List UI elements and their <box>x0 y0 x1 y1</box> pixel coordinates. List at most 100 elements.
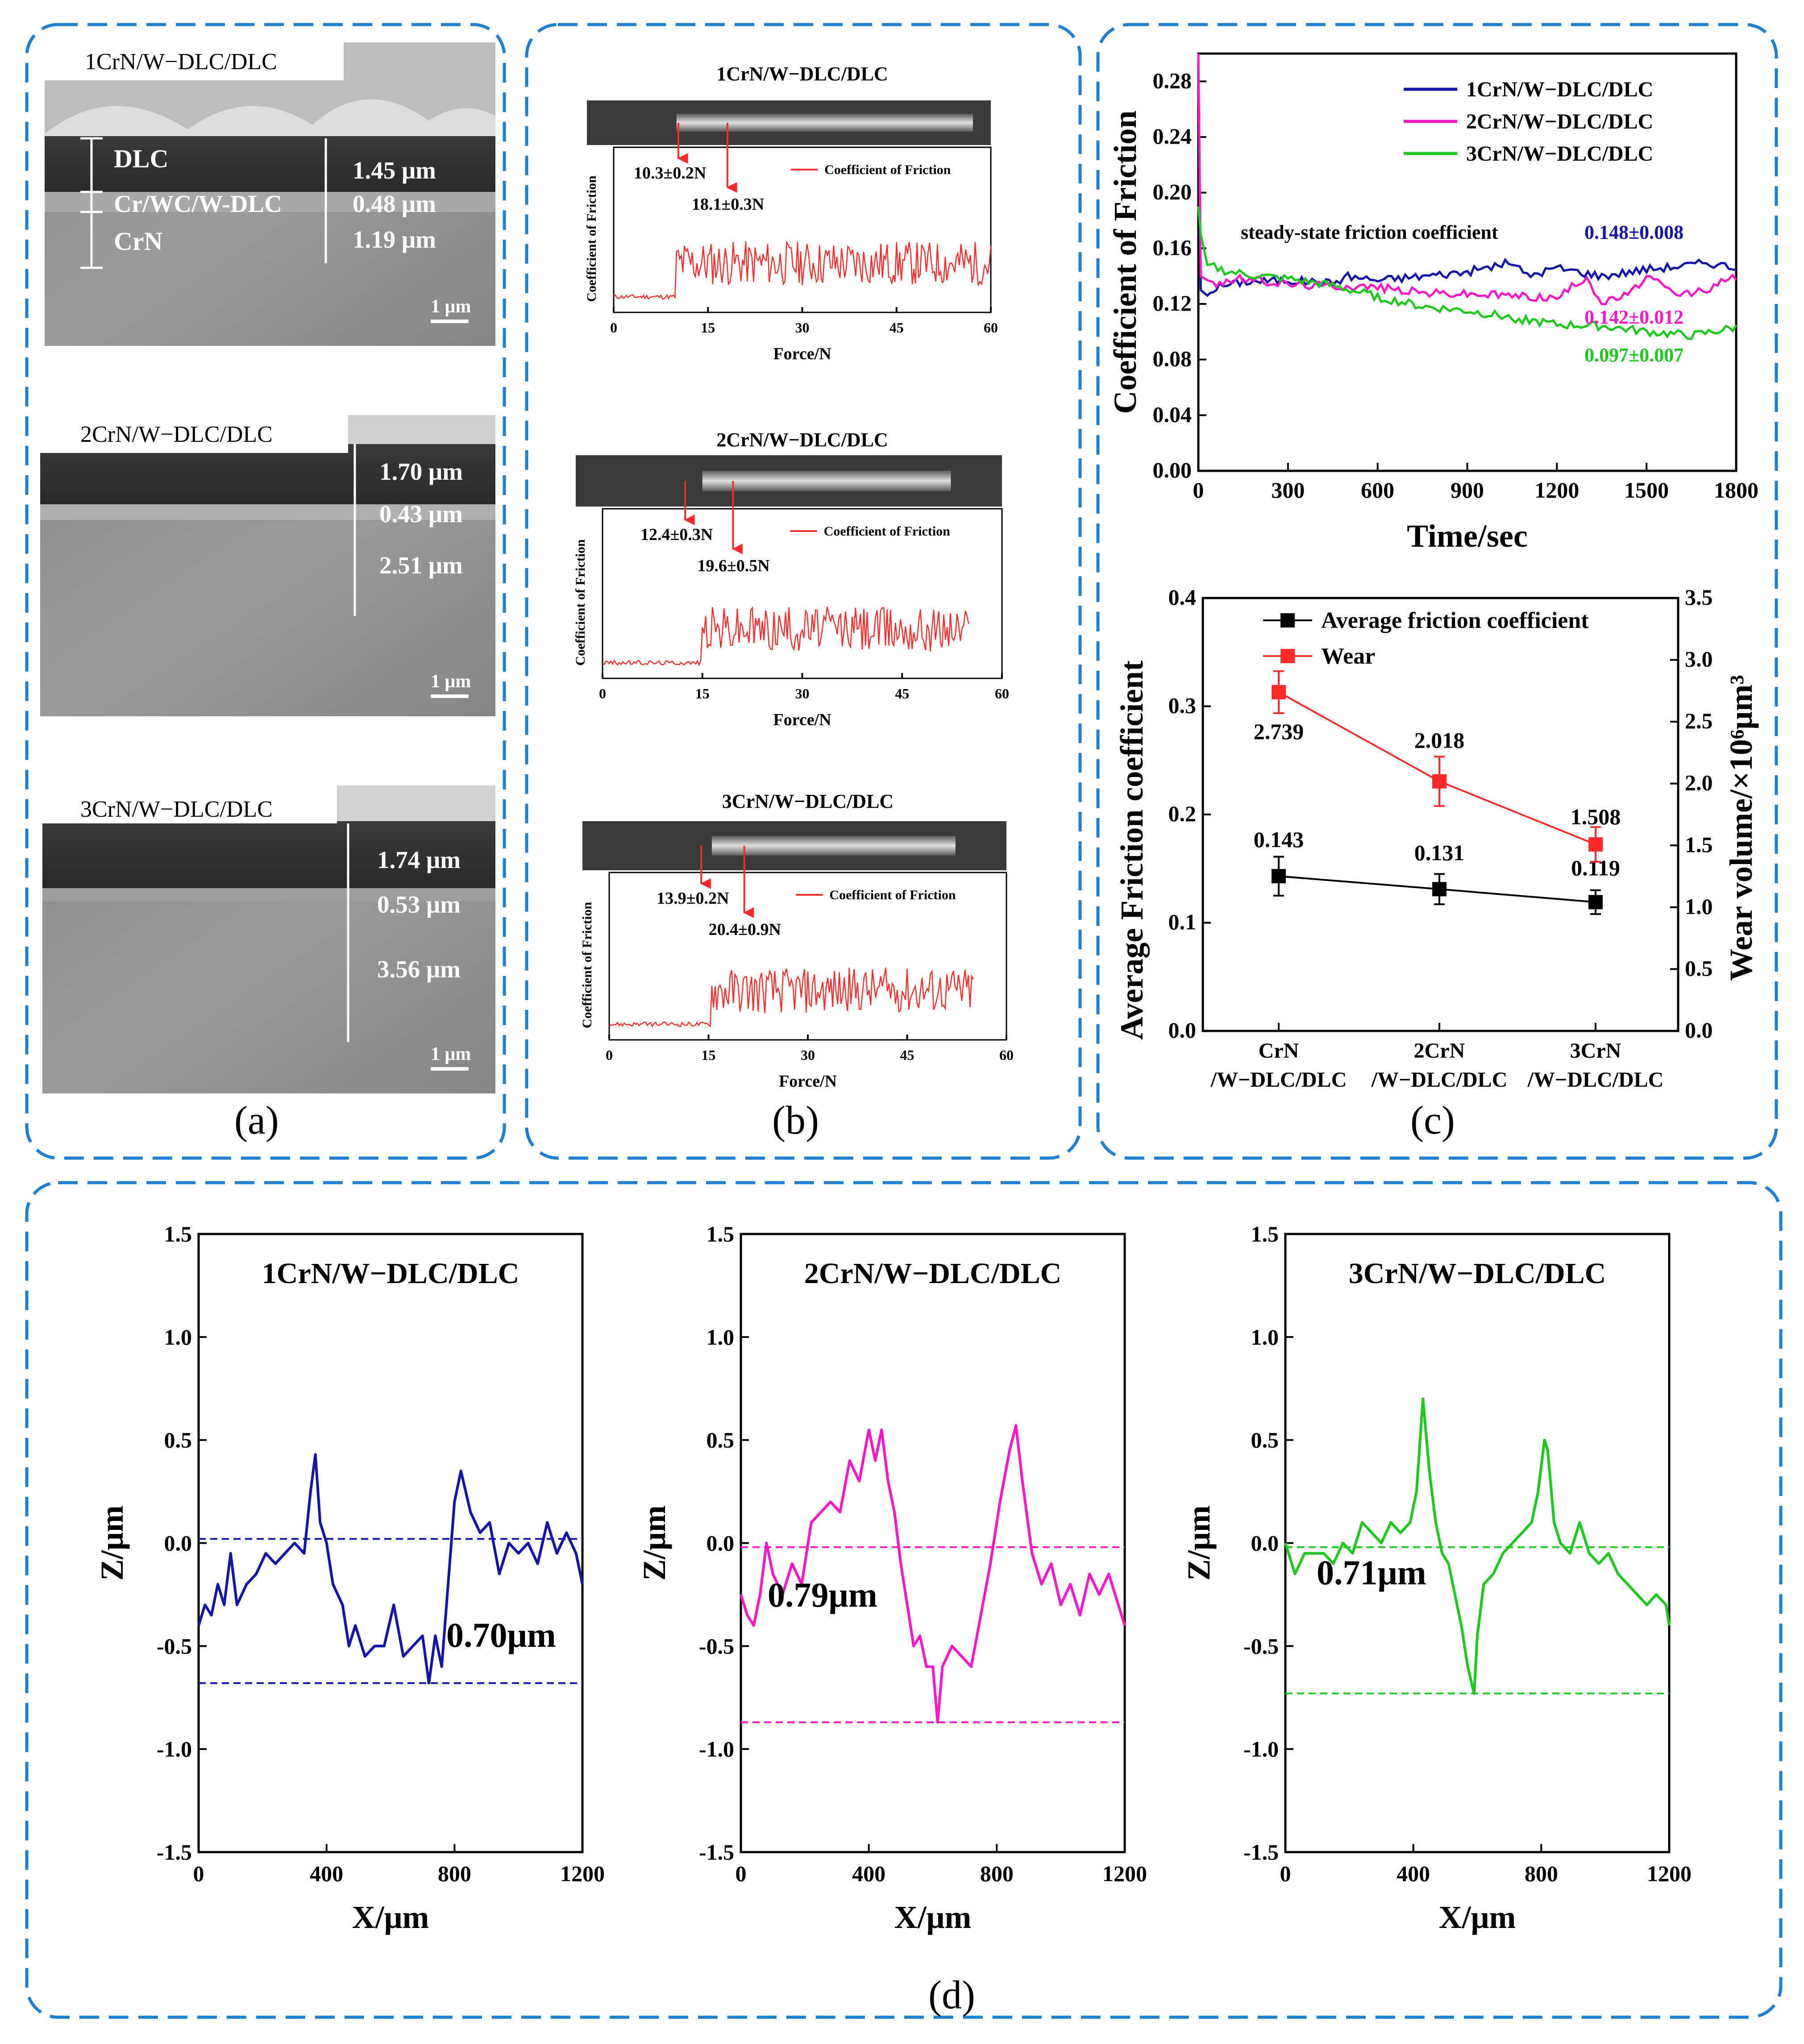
x-tick-label: 1200 <box>1102 1861 1147 1886</box>
thickness-label: 1.74 μm <box>377 846 461 873</box>
x-tick-label: 60 <box>984 320 998 336</box>
thickness-label: 2.51 μm <box>379 552 463 579</box>
friction-series-line <box>1197 206 1737 341</box>
plot-frame <box>740 1233 1126 1853</box>
lc1-label: 10.3±0.2N <box>634 164 706 183</box>
y-axis-label: Coefficient of Friction <box>573 539 588 666</box>
x-tick-label: 45 <box>900 1047 914 1063</box>
x-tick-label: 400 <box>852 1861 885 1886</box>
x-axis-label: Time/sec <box>1407 518 1528 554</box>
y-tick-label: -1.0 <box>1243 1737 1279 1761</box>
x-tick-label: 30 <box>795 685 810 702</box>
layer-label: CrN <box>114 227 163 256</box>
lc1-label: 13.9±0.2N <box>657 889 729 908</box>
legend-label: Coefficient of Friction <box>829 888 956 902</box>
y-tick-label: 1.5 <box>1251 1221 1279 1246</box>
x-tick-label: 900 <box>1451 478 1484 503</box>
scratch-track <box>676 114 973 132</box>
x-tick-label: 0 <box>606 1047 613 1063</box>
x-tick-label: 0 <box>193 1861 204 1886</box>
data-point <box>1272 685 1286 699</box>
y2-tick-label: 0.5 <box>1685 956 1713 980</box>
annotation: steady-state friction coefficient <box>1241 221 1498 243</box>
y-tick-label: 0.08 <box>1153 346 1192 371</box>
x-tick-label: 60 <box>999 1047 1014 1063</box>
x-tick-label: 1800 <box>1714 478 1758 503</box>
scratch-title: 3CrN/W−DLC/DLC <box>722 790 894 812</box>
y2-tick-label: 3.5 <box>1685 585 1713 610</box>
legend-label: 2CrN/W−DLC/DLC <box>1466 110 1653 133</box>
y-tick-label: 0.0 <box>707 1531 735 1556</box>
sem-image-1: 1CrN/W−DLC/DLC DLC Cr/WC/W-DLC CrN 1.45 … <box>45 42 495 346</box>
y-tick-label: 1.0 <box>164 1325 192 1350</box>
y-tick-label: 0.0 <box>164 1531 192 1556</box>
panel-label-c: (c) <box>1410 1098 1455 1142</box>
x-tick-label: 15 <box>695 685 710 702</box>
y-tick-label: 0.5 <box>1251 1428 1279 1453</box>
thickness-label: 1.45 μm <box>353 157 436 184</box>
y-tick-label: 0.28 <box>1153 68 1192 93</box>
thickness-label: 0.53 μm <box>377 891 461 918</box>
y-tick-label: 0.4 <box>1168 585 1197 610</box>
sem-title: 1CrN/W−DLC/DLC <box>85 49 277 75</box>
x-tick-label: 30 <box>795 320 810 336</box>
category-label: /W−DLC/DLC <box>1210 1068 1347 1092</box>
x-axis-label: X/μm <box>894 1899 972 1935</box>
profile-line <box>197 1453 584 1685</box>
scale-bar-label: 1 μm <box>431 671 471 692</box>
y-tick-label: -1.0 <box>699 1737 734 1761</box>
panel-a: 1CrN/W−DLC/DLC DLC Cr/WC/W-DLC CrN 1.45 … <box>40 42 495 1142</box>
y-axis-label: Z/μm <box>94 1505 130 1581</box>
lc2-label: 20.4±0.9N <box>709 920 781 939</box>
category-label: CrN <box>1259 1039 1299 1063</box>
data-label: 0.131 <box>1414 840 1465 865</box>
sem-title: 2CrN/W−DLC/DLC <box>80 422 273 447</box>
x-tick-label: 1200 <box>1647 1861 1692 1886</box>
data-point <box>1588 895 1603 910</box>
y-tick-label: 1.5 <box>164 1221 192 1246</box>
y-tick-label: 0.2 <box>1168 801 1197 826</box>
friction-signal-line <box>602 606 969 667</box>
x-tick-label: 0 <box>736 1861 747 1886</box>
lc1-label: 12.4±0.3N <box>640 525 713 544</box>
y-tick-label: 0.24 <box>1153 124 1192 149</box>
x-tick-label: 60 <box>995 685 1009 702</box>
y-tick-label: 0.1 <box>1168 910 1197 935</box>
panel-d: 0 400 800 1200 -1.5 -1.0 -0.5 0.0 0.5 1.0 1.5 X/μm Z… <box>94 1221 1692 1935</box>
y-tick-label: 0.5 <box>707 1428 735 1453</box>
x-tick-label: 45 <box>890 320 904 336</box>
y-tick-label: 1.5 <box>707 1221 735 1246</box>
data-label: 0.143 <box>1254 827 1304 852</box>
x-tick-label: 600 <box>1361 478 1394 503</box>
y2-tick-label: 3.0 <box>1685 647 1713 672</box>
wear-depth-label: 0.70μm <box>446 1616 556 1654</box>
avg-wear-chart: 0.0 0.1 0.2 0.3 0.4 0.0 0.5 1.0 1.5 2.0 2.5 3.0 3.5 C… <box>1114 585 1759 1092</box>
legend-marker <box>1280 649 1295 663</box>
data-label: 1.508 <box>1571 804 1621 829</box>
y-axis-label: Z/μm <box>636 1505 672 1581</box>
x-axis-label: Force/N <box>773 345 831 363</box>
y-tick-label: 0.0 <box>1168 1018 1197 1043</box>
x-tick-label: 1200 <box>1534 478 1579 503</box>
scale-bar-label: 1 μm <box>431 296 471 317</box>
lc2-label: 18.1±0.3N <box>692 195 764 214</box>
scratch-title: 2CrN/W−DLC/DLC <box>716 429 888 451</box>
legend-label: Wear <box>1321 644 1375 669</box>
x-tick-label: 0 <box>1280 1861 1291 1886</box>
x-tick-label: 800 <box>438 1861 471 1886</box>
y-tick-label: -1.5 <box>157 1840 192 1865</box>
x-tick-label: 30 <box>801 1047 815 1063</box>
legend-label: Coefficient of Friction <box>824 524 951 539</box>
data-point <box>1432 774 1447 789</box>
data-point <box>1272 869 1286 884</box>
thickness-label: 0.48 μm <box>353 190 436 217</box>
x-tick-label: 800 <box>980 1861 1014 1886</box>
friction-series-line <box>1197 53 1737 306</box>
y-tick-label: -1.0 <box>157 1737 192 1761</box>
panel-b-frame <box>525 23 1082 1160</box>
profile-title: 3CrN/W−DLC/DLC <box>1349 1257 1606 1290</box>
scratch-track <box>702 470 951 491</box>
y-tick-label: -0.5 <box>699 1633 734 1658</box>
category-label: /W−DLC/DLC <box>1527 1068 1664 1092</box>
